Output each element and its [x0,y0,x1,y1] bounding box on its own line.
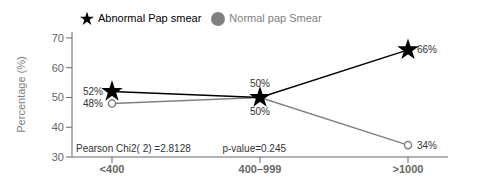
svg-text:70: 70 [52,32,64,44]
svg-text:50%: 50% [250,78,270,89]
svg-text:66%: 66% [417,44,437,55]
html-text:Normal pap Smear: Normal pap Smear [229,12,322,24]
svg-text:50%: 50% [250,106,270,117]
svg-text:50: 50 [52,91,64,103]
svg-text:40: 40 [52,121,64,133]
html-text:Abnormal Pap smear: Abnormal Pap smear [98,12,202,24]
svg-text:30: 30 [52,151,64,163]
svg-text:<400: <400 [100,163,125,175]
html-text:Pearson Chi2( 2) =2.8128: Pearson Chi2( 2) =2.8128 [76,143,191,154]
html-text:p-value=0.245: p-value=0.245 [222,143,287,154]
svg-text:>1000: >1000 [393,163,424,175]
svg-text:Percentage (%): Percentage (%) [15,56,27,132]
svg-text:400–999: 400–999 [239,163,282,175]
svg-text:52%: 52% [83,86,103,97]
svg-text:48%: 48% [83,98,103,109]
svg-text:34%: 34% [417,140,437,151]
svg-text:60: 60 [52,62,64,74]
